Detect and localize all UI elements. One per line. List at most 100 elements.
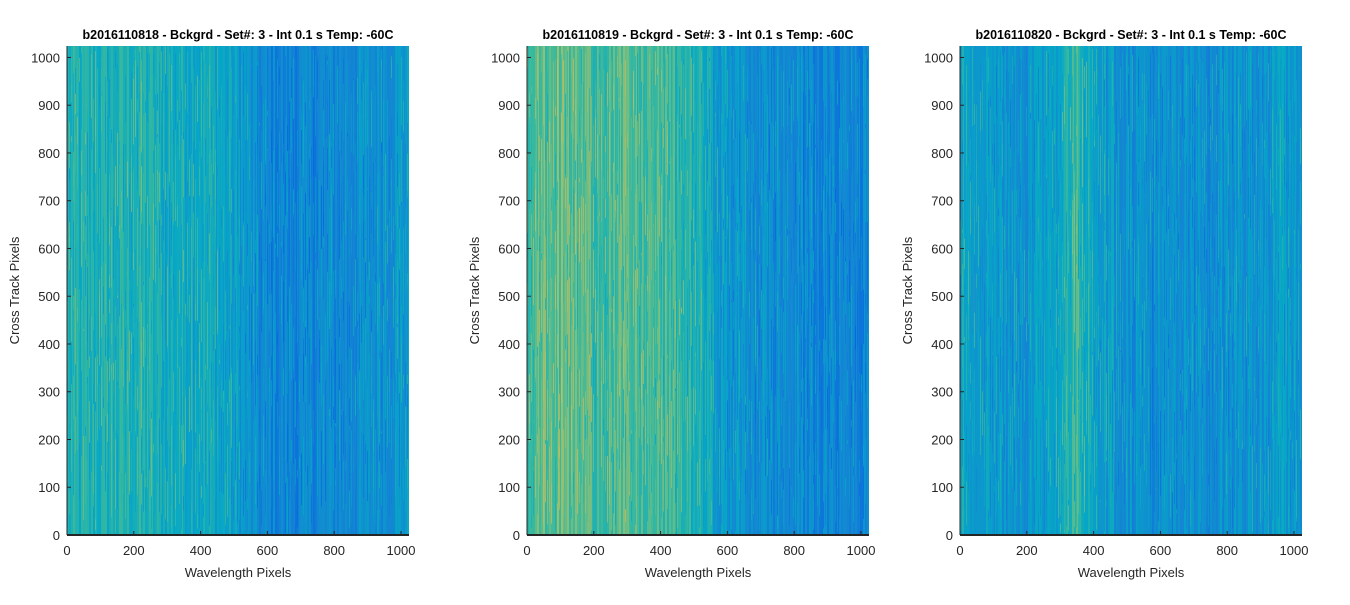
heatmap-streak xyxy=(769,339,770,410)
heatmap-streak xyxy=(107,118,108,189)
heatmap-streak xyxy=(717,414,718,493)
heatmap-streak xyxy=(711,314,712,360)
heatmap-streak xyxy=(199,444,200,472)
heatmap-streak xyxy=(343,222,344,292)
heatmap-streak xyxy=(229,277,230,326)
heatmap-streak xyxy=(249,286,250,361)
heatmap-streak xyxy=(215,421,216,500)
heatmap-streak xyxy=(73,317,74,345)
heatmap-streak xyxy=(990,107,991,182)
heatmap-streak xyxy=(693,445,694,510)
heatmap-streak xyxy=(773,327,774,398)
heatmap-streak xyxy=(785,274,786,310)
heatmap-streak xyxy=(81,192,82,267)
heatmap-streak xyxy=(245,278,246,334)
heatmap-streak xyxy=(677,298,678,332)
y-tick-label: 1000 xyxy=(491,50,520,65)
heatmap-streak xyxy=(99,82,100,108)
heatmap-streak xyxy=(827,429,828,485)
heatmap-streak xyxy=(789,287,790,353)
heatmap-streak xyxy=(223,206,224,262)
heatmap-streak xyxy=(1104,429,1105,450)
heatmap-streak xyxy=(219,364,220,436)
heatmap-streak xyxy=(79,110,80,131)
chart-title: b2016110819 - Bckgrd - Set#: 3 - Int 0.1… xyxy=(542,28,853,42)
heatmap-streak xyxy=(215,229,216,254)
heatmap-streak xyxy=(681,171,682,195)
heatmap-streak xyxy=(671,249,672,328)
heatmap-streak xyxy=(821,87,822,134)
heatmap-streak xyxy=(285,373,286,461)
heatmap-streak xyxy=(603,178,604,199)
heatmap-streak xyxy=(727,70,728,118)
heatmap-streak xyxy=(863,466,864,519)
heatmap-streak xyxy=(173,297,174,358)
heatmap-streak xyxy=(771,56,772,123)
heatmap-streak xyxy=(709,61,710,89)
heatmap-streak xyxy=(1112,62,1113,106)
heatmap-streak xyxy=(553,492,554,517)
heatmap-streak xyxy=(757,384,758,409)
heatmap-streak xyxy=(357,113,358,162)
heatmap-streak xyxy=(964,52,965,95)
heatmap-streak xyxy=(863,290,864,350)
heatmap-streak xyxy=(149,349,150,371)
heatmap-streak xyxy=(545,444,546,502)
heatmap-streak xyxy=(705,146,706,211)
heatmap-streak xyxy=(791,56,792,86)
heatmap-streak xyxy=(405,144,406,209)
heatmap-streak xyxy=(381,353,382,432)
heatmap-streak xyxy=(757,257,758,326)
heatmap-streak xyxy=(365,177,366,220)
heatmap-streak xyxy=(405,404,406,467)
heatmap-streak xyxy=(89,109,90,134)
heatmap-streak xyxy=(1114,451,1115,530)
heatmap-streak xyxy=(743,206,744,283)
heatmap-streak xyxy=(827,158,828,193)
heatmap-streak xyxy=(271,294,272,356)
heatmap-streak xyxy=(1144,301,1145,388)
heatmap-streak xyxy=(843,94,844,143)
heatmap-streak xyxy=(641,82,642,111)
heatmap-streak xyxy=(99,168,100,243)
heatmap-streak xyxy=(397,327,398,359)
heatmap-streak xyxy=(1128,142,1129,224)
heatmap-streak xyxy=(391,78,392,158)
heatmap-streak xyxy=(585,204,586,293)
heatmap-streak xyxy=(567,279,568,313)
heatmap-streak xyxy=(793,220,794,248)
heatmap-streak xyxy=(313,50,314,98)
heatmap-streak xyxy=(1072,193,1073,251)
heatmap-streak xyxy=(861,167,862,234)
heatmap-streak xyxy=(853,476,854,522)
heatmap-streak xyxy=(645,177,646,216)
heatmap-streak xyxy=(135,61,136,113)
heatmap-streak xyxy=(765,177,766,213)
heatmap-streak xyxy=(349,206,350,246)
heatmap-streak xyxy=(799,447,800,474)
heatmap-streak xyxy=(1046,178,1047,237)
heatmap-streak xyxy=(615,166,616,200)
heatmap-streak xyxy=(809,385,810,455)
heatmap-streak xyxy=(1060,141,1061,171)
heatmap-streak xyxy=(279,228,280,315)
heatmap-streak xyxy=(333,222,334,254)
heatmap-streak xyxy=(101,97,102,133)
x-tick-label: 400 xyxy=(650,543,672,558)
heatmap-streak xyxy=(353,212,354,245)
heatmap-streak xyxy=(783,71,784,127)
heatmap-streak xyxy=(297,358,298,411)
heatmap-streak xyxy=(1022,460,1023,515)
heatmap-streak xyxy=(825,307,826,340)
heatmap-streak xyxy=(1060,303,1061,354)
heatmap-streak xyxy=(529,374,530,423)
heatmap-streak xyxy=(119,388,120,472)
heatmap-streak xyxy=(399,430,400,487)
heatmap-streak xyxy=(247,224,248,256)
heatmap-streak xyxy=(771,480,772,514)
heatmap-streak xyxy=(613,374,614,409)
heatmap-streak xyxy=(209,65,210,128)
heatmap-streak xyxy=(243,225,244,286)
heatmap-streak xyxy=(1134,93,1135,129)
heatmap-streak xyxy=(269,158,270,224)
